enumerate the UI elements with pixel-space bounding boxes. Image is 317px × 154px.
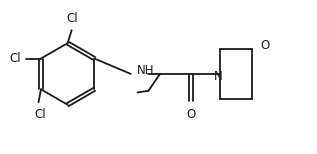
Text: N: N [214, 70, 223, 83]
Text: Cl: Cl [67, 12, 78, 25]
Text: Cl: Cl [34, 108, 46, 121]
Text: O: O [260, 39, 269, 52]
Text: O: O [186, 108, 196, 121]
Text: Cl: Cl [9, 52, 21, 65]
Text: NH: NH [137, 64, 154, 77]
